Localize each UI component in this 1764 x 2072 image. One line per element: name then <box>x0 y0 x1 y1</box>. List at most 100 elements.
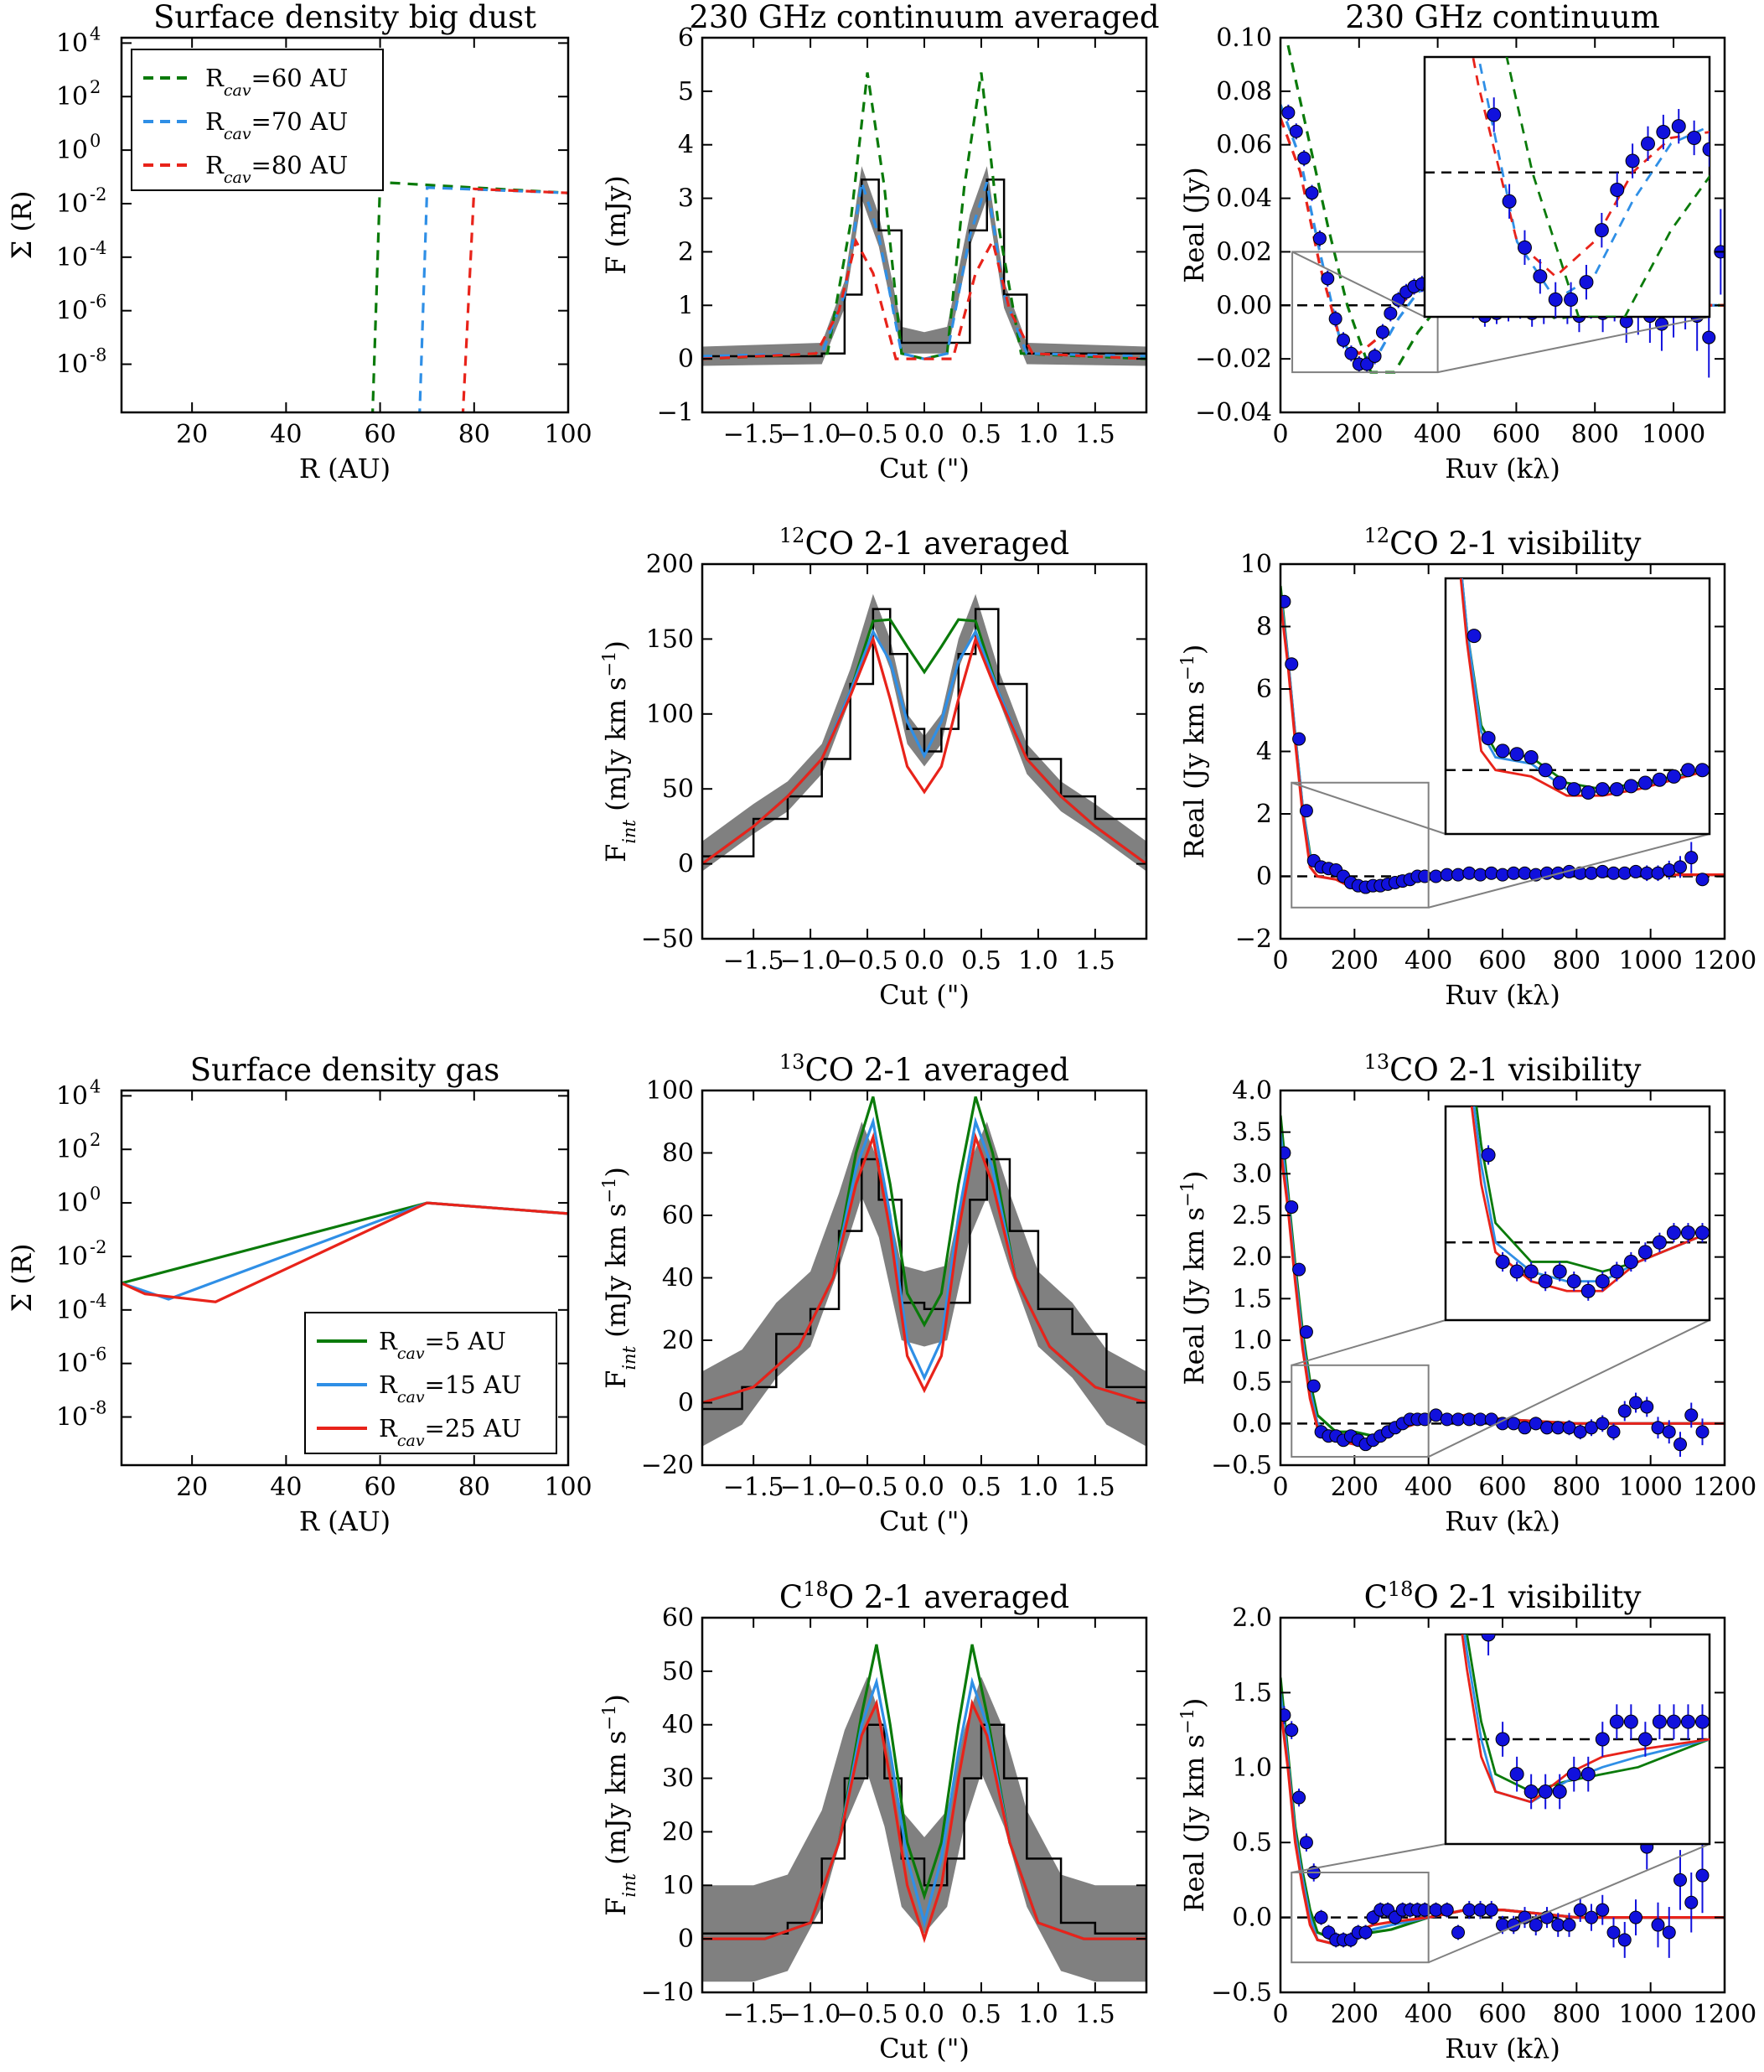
y-tick-label: −0.04 <box>1195 398 1272 427</box>
chart-title: C18O 2-1 averaged <box>779 1577 1069 1615</box>
y-tick-label: 60 <box>662 1201 694 1230</box>
inset-data-point <box>1666 1714 1681 1729</box>
legend-entry: Rcav=5 AU <box>379 1327 506 1363</box>
inset-data-point <box>1694 763 1710 778</box>
data-point <box>1337 333 1351 347</box>
inset-data-point <box>1509 747 1524 762</box>
x-axis-label: Ruv (kλ) <box>1445 2033 1560 2064</box>
y-tick-label: 10 <box>56 243 88 272</box>
y-axis-label: F (mJy) <box>600 175 632 275</box>
data-point <box>1695 873 1710 887</box>
inset-data-point <box>1517 240 1532 255</box>
inset-data-point <box>1694 1714 1710 1729</box>
x-tick-label: 200 <box>1331 1473 1379 1502</box>
inset-data-point <box>1609 782 1624 797</box>
y-tick-label: 10 <box>56 1242 88 1272</box>
y-tick-label: 20 <box>662 1817 694 1847</box>
data-point <box>1673 860 1687 874</box>
data-point <box>1305 186 1319 200</box>
uncertainty-band <box>702 1121 1146 1447</box>
inset-data-point <box>1580 1767 1596 1782</box>
x-tick-label: 0.0 <box>904 1473 944 1502</box>
y-axis-label: Real (Jy km s−1) <box>1177 645 1210 859</box>
data-point <box>1299 1836 1313 1850</box>
chart-title: Surface density big dust <box>153 0 536 35</box>
inset-data-point <box>1694 1225 1710 1241</box>
inset-data-point <box>1625 153 1640 168</box>
y-axis-label: Σ (R) <box>6 191 38 260</box>
y-tick-label: 0.08 <box>1216 77 1272 106</box>
zoom-connector <box>1428 1843 1710 1964</box>
legend-entry: Rcav=25 AU <box>379 1414 521 1450</box>
x-tick-label: 600 <box>1478 2000 1526 2029</box>
x-tick-label: 80 <box>458 420 490 449</box>
data-point <box>1702 330 1716 344</box>
inset-series <box>1472 1106 1710 1283</box>
plot-area <box>1280 1115 1725 1458</box>
data-point <box>1507 1417 1521 1431</box>
inset-data-point <box>1467 1022 1481 1035</box>
data-point <box>1606 1425 1621 1439</box>
x-tick-label: 0.0 <box>904 2000 944 2029</box>
inset-data-point <box>1481 1634 1496 1642</box>
y-tick-label: 3 <box>678 184 694 214</box>
plot-area <box>702 72 1146 366</box>
inset-data-point <box>1580 1283 1596 1298</box>
y-tick-label: 1.0 <box>1232 1753 1272 1783</box>
series-observed <box>702 1723 1146 1935</box>
inset-series <box>1461 578 1710 791</box>
series-rcav-5-au <box>122 1201 568 1285</box>
y-tick-label: 10 <box>56 82 88 111</box>
y-tick-label: 0.06 <box>1216 131 1272 160</box>
inset-data-point <box>1509 1264 1524 1279</box>
data-point <box>1662 863 1676 878</box>
panel-p_13co_cut: −1.5−1.0−0.5 0.0 0.5 1.0 1.5 −20 0 20 40 60 80 100 1… <box>599 1050 1148 1537</box>
legend-box <box>131 49 384 191</box>
inset-data-point <box>1637 775 1653 790</box>
inset-frame <box>1423 55 1711 319</box>
y-tick-label: 100 <box>646 700 694 729</box>
inset-data-point <box>1652 1235 1667 1250</box>
inset-plot <box>1446 578 1710 800</box>
data-point <box>1596 864 1610 878</box>
y-tick-label: −0.02 <box>1195 344 1272 374</box>
data-point <box>1617 866 1632 880</box>
x-tick-label: 60 <box>364 420 396 449</box>
data-point <box>1606 1925 1621 1940</box>
x-tick-label: 0.5 <box>961 420 1001 449</box>
chart-title: 12CO 2-1 averaged <box>779 524 1069 562</box>
x-tick-label: −1.0 <box>780 2000 841 2029</box>
y-tick-label: 1.5 <box>1232 1678 1272 1707</box>
chart-title: 230 GHz continuum averaged <box>689 0 1159 35</box>
y-tick-exponent: -6 <box>90 1344 106 1365</box>
legend-entry: Rcav=60 AU <box>205 64 348 100</box>
x-tick-label: 1000 <box>1618 2000 1682 2029</box>
inset-data-point <box>1538 1785 1553 1799</box>
x-tick-label: 1.0 <box>1018 1473 1058 1502</box>
x-axis-label: Cut (") <box>879 453 970 484</box>
x-tick-label: 800 <box>1571 420 1619 449</box>
data-point <box>1640 1400 1654 1414</box>
data-point <box>1518 1421 1532 1435</box>
y-tick-label: 10 <box>56 28 88 58</box>
inset-data-point <box>1481 731 1496 746</box>
x-tick-label: 400 <box>1404 946 1452 976</box>
inset-data-point <box>1523 750 1539 764</box>
y-tick-label: 2.0 <box>1232 1243 1272 1272</box>
x-tick-label: −1.5 <box>723 946 784 976</box>
data-point <box>1292 1262 1306 1277</box>
data-point <box>1651 866 1665 880</box>
data-point <box>1289 124 1303 138</box>
data-point <box>1280 594 1291 609</box>
x-axis-label: R (AU) <box>299 453 391 484</box>
y-tick-label: 4 <box>678 131 694 160</box>
data-point <box>1285 657 1299 671</box>
y-tick-label: 80 <box>662 1139 694 1168</box>
data-point <box>1358 1925 1373 1940</box>
inset-frame <box>1444 1105 1711 1322</box>
x-axis-label: Cut (") <box>879 979 970 1011</box>
inset-plot <box>1425 57 1710 317</box>
series-rcav-25-au <box>702 635 1146 865</box>
inset-data-point <box>1702 142 1710 157</box>
data-point <box>1684 851 1699 865</box>
